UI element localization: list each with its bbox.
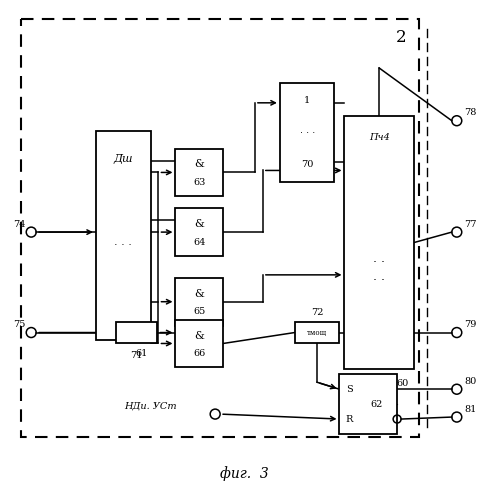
Text: 2: 2 bbox=[396, 28, 407, 46]
Text: 78: 78 bbox=[465, 108, 477, 118]
Text: S: S bbox=[346, 384, 353, 394]
Bar bbox=[96, 130, 150, 340]
Text: 63: 63 bbox=[193, 178, 205, 187]
Text: 77: 77 bbox=[465, 220, 477, 228]
Text: 72: 72 bbox=[311, 308, 324, 316]
Text: 1: 1 bbox=[304, 96, 310, 106]
Text: 81: 81 bbox=[465, 404, 477, 413]
Text: 65: 65 bbox=[193, 307, 205, 316]
Bar bbox=[175, 278, 223, 326]
Text: 71: 71 bbox=[130, 352, 143, 360]
Bar bbox=[175, 148, 223, 196]
Text: &: & bbox=[194, 289, 204, 299]
Text: &: & bbox=[194, 330, 204, 340]
Bar bbox=[340, 374, 397, 434]
Text: Дш: Дш bbox=[113, 154, 133, 164]
Text: · ·: · · bbox=[373, 256, 385, 269]
Text: &: & bbox=[194, 219, 204, 229]
Text: 70: 70 bbox=[301, 160, 313, 169]
Text: 75: 75 bbox=[13, 320, 25, 329]
Text: 61: 61 bbox=[135, 350, 147, 358]
Text: 79: 79 bbox=[465, 320, 477, 329]
Text: &: & bbox=[194, 160, 204, 170]
Text: 80: 80 bbox=[465, 377, 477, 386]
Text: НДи. УCm: НДи. УCm bbox=[124, 402, 177, 410]
Text: 66: 66 bbox=[193, 349, 205, 358]
Text: 60: 60 bbox=[397, 380, 409, 388]
Text: 74: 74 bbox=[13, 220, 25, 228]
Bar bbox=[175, 320, 223, 368]
Text: 62: 62 bbox=[371, 400, 383, 408]
Text: · · ·: · · · bbox=[300, 128, 315, 138]
Text: · ·: · · bbox=[373, 274, 385, 287]
Text: фиг.  3: фиг. 3 bbox=[220, 466, 268, 481]
Bar bbox=[175, 208, 223, 256]
Bar bbox=[280, 83, 334, 182]
Bar bbox=[345, 116, 414, 370]
Bar bbox=[116, 322, 158, 344]
Bar bbox=[21, 20, 419, 437]
Bar bbox=[295, 322, 340, 344]
Text: Пч4: Пч4 bbox=[369, 133, 389, 142]
Text: 64: 64 bbox=[193, 238, 205, 246]
Text: · · ·: · · · bbox=[114, 240, 132, 250]
Text: тмощ: тмощ bbox=[307, 328, 327, 336]
Text: R: R bbox=[346, 414, 353, 424]
